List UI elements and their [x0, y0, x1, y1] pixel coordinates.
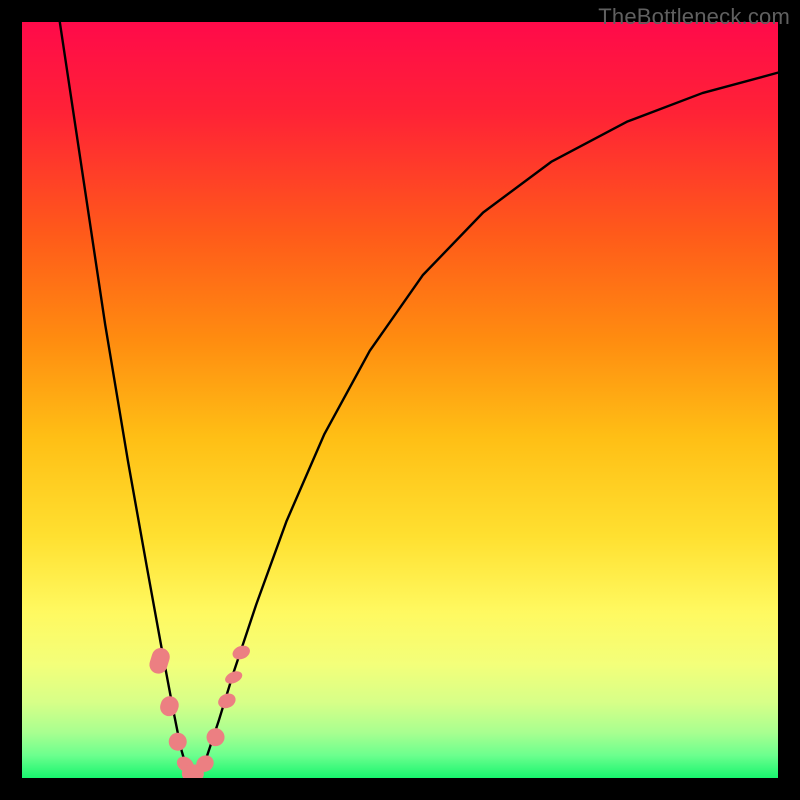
- bottleneck-chart-svg: [0, 0, 800, 800]
- chart-stage: TheBottleneck.com: [0, 0, 800, 800]
- chart-background: [22, 22, 778, 778]
